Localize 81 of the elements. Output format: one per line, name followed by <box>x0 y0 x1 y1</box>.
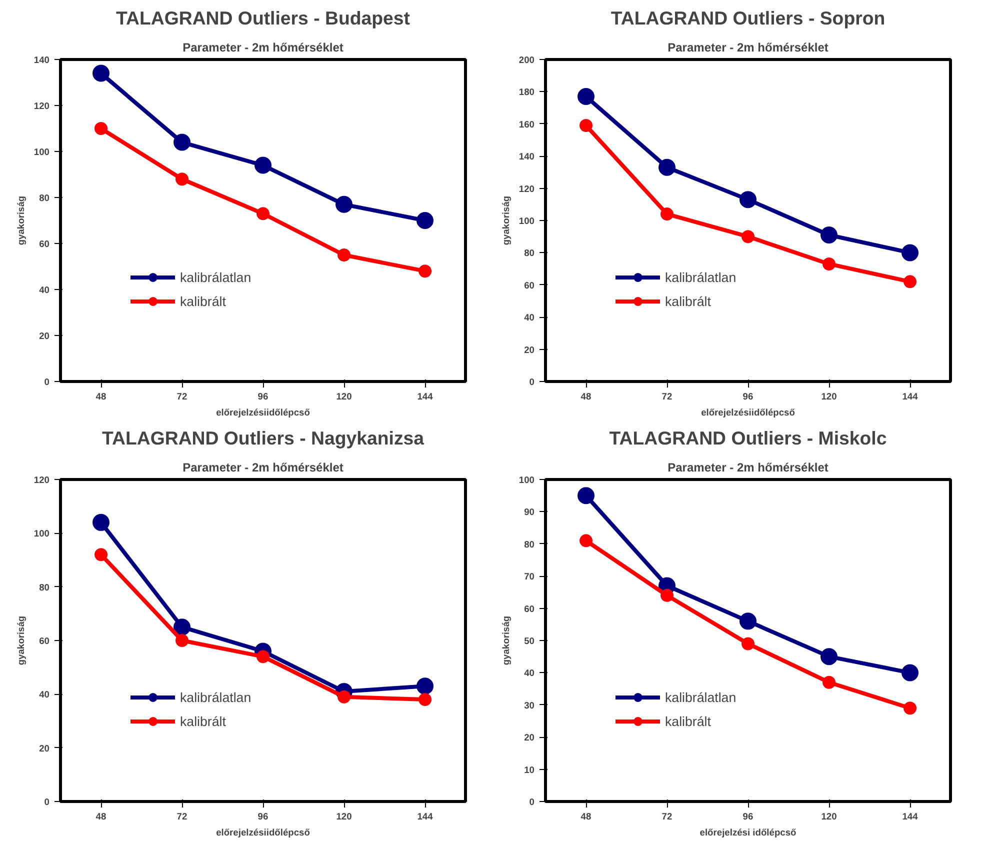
y-axis-title: gyakoriság <box>500 616 511 666</box>
x-tick-label: 144 <box>417 392 434 402</box>
legend-label: kalibrálatlan <box>665 270 736 284</box>
y-tick-label: 70 <box>524 572 535 582</box>
chart-subtitle: Parameter - 2m hőmérséklet <box>182 40 344 54</box>
x-tick-label: 144 <box>417 812 434 822</box>
y-tick-label: 100 <box>518 475 535 485</box>
legend-label: kalibrált <box>180 714 226 728</box>
y-tick-label: 120 <box>518 184 535 194</box>
x-tick-label: 144 <box>902 812 919 822</box>
y-tick-label: 0 <box>44 797 50 807</box>
y-tick-label: 100 <box>34 147 50 157</box>
x-tick-label: 144 <box>902 392 919 402</box>
y-tick-label: 200 <box>518 55 535 65</box>
y-tick-label: 80 <box>39 193 50 203</box>
x-tick-label: 48 <box>580 812 592 822</box>
y-tick-label: 140 <box>518 152 535 162</box>
x-axis-title: előrejelzési időlépcső <box>700 828 797 838</box>
y-tick-label: 180 <box>518 87 535 98</box>
y-tick-label: 30 <box>524 700 535 710</box>
x-tick-label: 96 <box>742 392 754 402</box>
x-tick-label: 120 <box>336 812 352 822</box>
x-tick-label: 72 <box>176 392 188 402</box>
x-axis-title: előrejelzésiidőlépcső <box>216 828 310 838</box>
x-tick-label: 48 <box>580 392 592 402</box>
y-tick-label: 0 <box>44 377 50 387</box>
x-tick-label: 72 <box>176 812 188 822</box>
chart-subtitle: Parameter - 2m hőmérséklet <box>668 460 828 474</box>
y-tick-label: 50 <box>524 636 535 646</box>
x-tick-label: 96 <box>258 812 268 822</box>
y-tick-label: 60 <box>524 604 535 614</box>
y-tick-label: 40 <box>524 668 535 678</box>
x-tick-label: 96 <box>742 812 754 822</box>
y-tick-label: 90 <box>524 507 535 518</box>
y-tick-label: 0 <box>529 377 535 387</box>
y-tick-label: 20 <box>39 331 50 341</box>
y-tick-label: 20 <box>524 732 535 743</box>
y-tick-label: 80 <box>524 248 535 258</box>
y-tick-label: 0 <box>529 797 535 807</box>
x-tick-label: 96 <box>258 392 268 402</box>
chart-title: TALAGRAND Outliers - Budapest <box>116 8 410 28</box>
x-tick-label: 72 <box>662 392 672 402</box>
y-tick-label: 60 <box>39 239 50 249</box>
chart-title: TALAGRAND Outliers - Miskolc <box>609 428 887 448</box>
x-axis-title: előrejelzésiidőlépcső <box>216 408 310 418</box>
chart-subtitle: Parameter - 2m hőmérséklet <box>182 460 344 474</box>
x-tick-label: 48 <box>96 812 106 822</box>
chart-title: TALAGRAND Outliers - Nagykanizsa <box>102 428 425 448</box>
legend-label: kalibrálatlan <box>180 270 252 284</box>
y-tick-label: 100 <box>518 216 535 226</box>
chart-title: TALAGRAND Outliers - Sopron <box>610 8 886 28</box>
legend-label: kalibrált <box>665 294 711 308</box>
x-tick-label: 120 <box>821 812 837 822</box>
y-axis-title: gyakoriság <box>16 196 26 246</box>
legend-label: kalibrált <box>180 294 226 308</box>
legend-label: kalibrálatlan <box>180 690 252 704</box>
y-tick-label: 40 <box>39 690 50 700</box>
y-tick-label: 40 <box>39 285 50 295</box>
y-tick-label: 80 <box>39 582 50 592</box>
y-tick-label: 40 <box>524 312 535 323</box>
y-tick-label: 160 <box>518 119 535 130</box>
legend-label: kalibrálatlan <box>665 690 736 704</box>
y-tick-label: 60 <box>524 280 535 290</box>
y-tick-label: 100 <box>34 528 50 539</box>
y-tick-label: 20 <box>524 344 535 355</box>
y-axis-title: gyakoriság <box>500 196 511 246</box>
chart-subtitle: Parameter - 2m hőmérséklet <box>668 40 828 54</box>
y-tick-label: 120 <box>34 101 50 111</box>
x-axis-title: előrejelzésiidőlépcső <box>701 408 796 418</box>
x-tick-label: 120 <box>336 392 352 402</box>
x-tick-label: 48 <box>96 392 106 402</box>
y-tick-label: 120 <box>34 475 50 485</box>
y-tick-label: 20 <box>39 743 50 754</box>
y-tick-label: 10 <box>524 764 535 775</box>
y-tick-label: 60 <box>39 636 50 646</box>
x-tick-label: 72 <box>662 812 672 822</box>
x-tick-label: 120 <box>821 392 837 402</box>
y-tick-label: 80 <box>524 539 535 550</box>
y-axis-title: gyakoriság <box>16 616 26 666</box>
legend-label: kalibrált <box>665 714 711 728</box>
y-tick-label: 140 <box>34 55 50 65</box>
